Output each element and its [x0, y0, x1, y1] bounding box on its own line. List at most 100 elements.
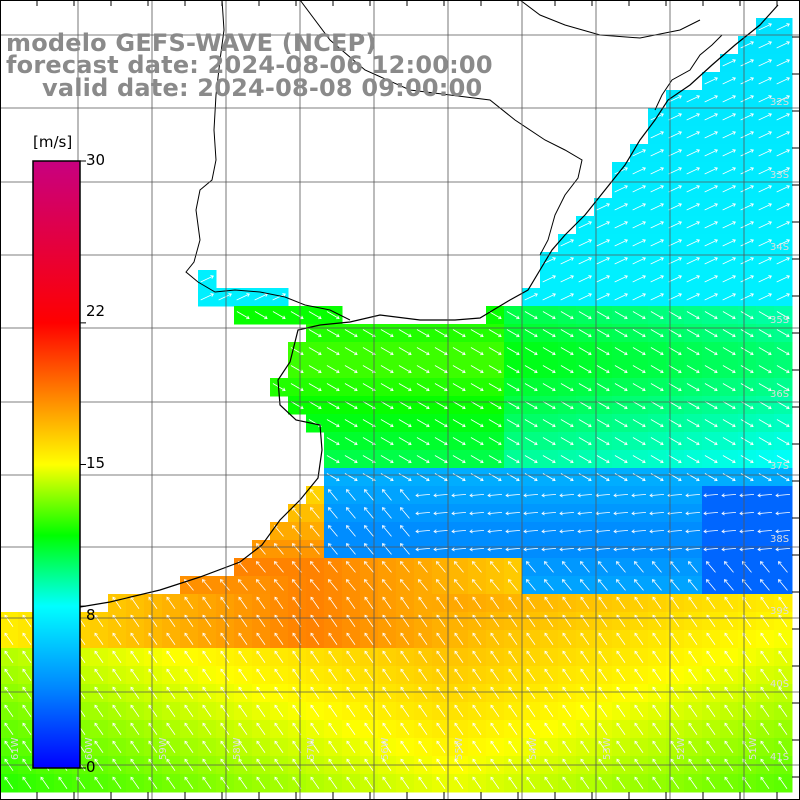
wind-arrow [722, 347, 736, 355]
wind-arrow [418, 633, 428, 645]
wind-arrowhead [678, 275, 682, 279]
wind-arrow [706, 561, 716, 573]
wind-arrowhead [328, 740, 332, 745]
wind-arrowhead [505, 493, 509, 498]
wind-arrow [706, 669, 716, 681]
wind-arrowhead [768, 257, 772, 261]
wind-arrowhead [760, 668, 764, 673]
wind-arrow [740, 275, 754, 283]
wind-arrowhead [444, 477, 448, 482]
wind-arrow [776, 167, 790, 175]
wind-arrow [238, 597, 248, 609]
wind-arrow [760, 705, 770, 717]
wind-arrow [472, 705, 482, 717]
wind-arrow [706, 705, 716, 717]
wind-arrow [704, 95, 718, 103]
wind-arrow [668, 275, 682, 283]
wind-arrow [758, 401, 772, 409]
wind-arrow [758, 293, 772, 301]
wind-arrowhead [408, 405, 412, 410]
wind-arrowhead [732, 333, 736, 338]
wind-arrowhead [220, 776, 224, 781]
wind-arrow [184, 615, 194, 627]
wind-arrow [703, 529, 719, 533]
wind-arrow [740, 347, 754, 355]
wind-arrowhead [112, 758, 116, 763]
wind-arrow [598, 669, 608, 681]
wind-arrowhead [760, 650, 764, 655]
wind-arrow [452, 329, 466, 337]
wind-arrowhead [552, 293, 556, 297]
wind-arrowhead [714, 387, 718, 392]
wind-arrowhead [631, 529, 635, 534]
wind-arrowhead [310, 489, 314, 493]
wind-arrow [238, 615, 248, 627]
wind-arrowhead [742, 722, 746, 727]
wind-arrow [704, 329, 718, 337]
wind-arrow [400, 615, 410, 627]
wind-arrowhead [778, 758, 782, 763]
wind-arrow [130, 705, 140, 717]
wind-arrowhead [714, 77, 718, 81]
wind-arrow [380, 455, 394, 463]
wind-arrow [418, 705, 428, 717]
wind-arrow [238, 579, 248, 591]
wind-arrow [415, 511, 431, 515]
wind-arrowhead [660, 315, 664, 320]
wind-arrowhead [714, 405, 718, 410]
wind-arrow [436, 579, 446, 591]
wind-arrowhead [742, 758, 746, 763]
wind-arrow [454, 705, 464, 717]
wind-arrow [254, 293, 268, 301]
wind-arrowhead [462, 369, 466, 374]
wind-arrowhead [400, 704, 404, 709]
wind-arrowhead [94, 740, 98, 745]
wind-arrowhead [588, 333, 592, 338]
wind-arrowhead [487, 547, 491, 552]
wind-arrow [652, 615, 662, 627]
wind-arrow [614, 257, 628, 265]
wind-arrowhead [534, 441, 538, 446]
wind-arrowhead [616, 614, 620, 619]
latitude-label: 34S [770, 242, 789, 253]
wind-arrow [452, 419, 466, 427]
wind-arrow [631, 547, 647, 551]
wind-arrow [346, 489, 356, 501]
wind-arrowhead [768, 23, 772, 27]
wind-arrow [614, 437, 628, 445]
wind-arrowhead [184, 614, 188, 619]
wind-arrowhead [130, 632, 134, 637]
colorbar-gradient [32, 160, 81, 769]
wind-arrowhead [310, 704, 314, 709]
wind-arrow [685, 511, 701, 515]
wind-arrowhead [426, 405, 430, 410]
wind-arrow [722, 113, 736, 121]
wind-arrow [130, 741, 140, 753]
wind-arrow [362, 401, 376, 409]
wind-arrowhead [750, 333, 754, 338]
wind-arrowhead [454, 614, 458, 619]
wind-arrowhead [696, 315, 700, 320]
wind-arrow [632, 365, 646, 373]
wind-arrow [578, 329, 592, 337]
wind-arrowhead [624, 441, 628, 446]
wind-arrow [433, 493, 449, 497]
wind-arrowhead [786, 167, 790, 171]
wind-arrowhead [166, 668, 170, 673]
wind-arrow [490, 723, 500, 735]
wind-arrowhead [436, 758, 440, 763]
wind-arrowhead [436, 776, 440, 781]
wind-arrow [650, 365, 664, 373]
wind-arrowhead [678, 239, 682, 243]
wind-arrow [596, 275, 610, 283]
wind-arrowhead [436, 632, 440, 637]
wind-arrow [758, 185, 772, 193]
wind-arrowhead [685, 511, 689, 516]
wind-arrowhead [22, 668, 26, 673]
wind-arrowhead [598, 579, 602, 583]
wind-arrow [650, 257, 664, 265]
wind-arrowhead [400, 525, 404, 529]
wind-arrowhead [724, 632, 728, 637]
wind-arrow [310, 597, 320, 609]
wind-arrow [310, 651, 320, 663]
